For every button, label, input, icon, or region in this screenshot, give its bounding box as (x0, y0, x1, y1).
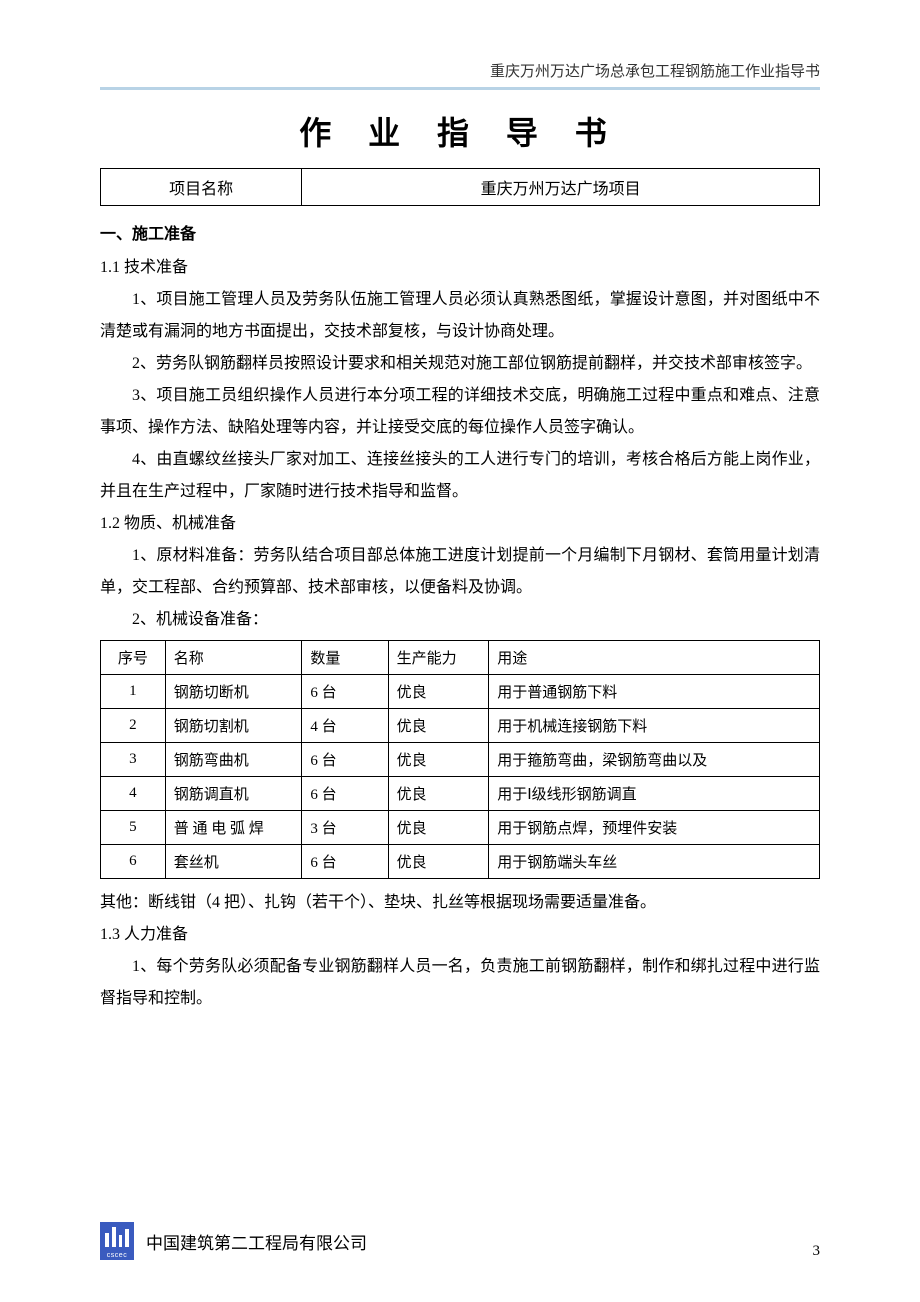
table-row: 序号 名称 数量 生产能力 用途 (101, 641, 820, 675)
table-row: 4 钢筋调直机 6 台 优良 用于Ⅰ级线形钢筋调直 (101, 777, 820, 811)
cell: 优良 (388, 675, 489, 709)
equipment-table: 序号 名称 数量 生产能力 用途 1 钢筋切断机 6 台 优良 用于普通钢筋下料… (100, 640, 820, 879)
col-header: 用途 (489, 641, 820, 675)
table-row: 项目名称 重庆万州万达广场项目 (101, 169, 820, 206)
cell: 6 台 (302, 743, 388, 777)
page-number: 3 (813, 1243, 821, 1260)
cell: 用于普通钢筋下料 (489, 675, 820, 709)
footer-left: cscec 中国建筑第二工程局有限公司 (100, 1222, 367, 1260)
logo-text: cscec (107, 1252, 127, 1259)
paragraph: 其他：断线钳（4 把）、扎钩（若干个）、垫块、扎丝等根据现场需要适量准备。 (100, 887, 820, 919)
cell: 优良 (388, 709, 489, 743)
paragraph: 2、劳务队钢筋翻样员按照设计要求和相关规范对施工部位钢筋提前翻样，并交技术部审核… (100, 348, 820, 380)
table-row: 1 钢筋切断机 6 台 优良 用于普通钢筋下料 (101, 675, 820, 709)
paragraph: 1、原材料准备：劳务队结合项目部总体施工进度计划提前一个月编制下月钢材、套筒用量… (100, 540, 820, 604)
table-row: 6 套丝机 6 台 优良 用于钢筋端头车丝 (101, 845, 820, 879)
col-header: 名称 (165, 641, 302, 675)
cell: 3 台 (302, 811, 388, 845)
header-rule (100, 87, 820, 90)
cell: 6 台 (302, 777, 388, 811)
col-header: 生产能力 (388, 641, 489, 675)
cell: 钢筋切割机 (165, 709, 302, 743)
page: 重庆万州万达广场总承包工程钢筋施工作业指导书 作 业 指 导 书 项目名称 重庆… (0, 0, 920, 1302)
cell: 6 台 (302, 675, 388, 709)
subsection-heading: 1.1 技术准备 (100, 252, 820, 284)
cell: 钢筋切断机 (165, 675, 302, 709)
cell: 用于箍筋弯曲，梁钢筋弯曲以及 (489, 743, 820, 777)
cell: 用于钢筋端头车丝 (489, 845, 820, 879)
document-title: 作 业 指 导 书 (100, 108, 820, 154)
section-heading: 一、施工准备 (100, 220, 820, 244)
cell: 4 (101, 777, 166, 811)
paragraph: 2、机械设备准备： (100, 604, 820, 636)
cell: 6 (101, 845, 166, 879)
cell: 优良 (388, 777, 489, 811)
page-footer: cscec 中国建筑第二工程局有限公司 3 (100, 1222, 820, 1260)
cell: 钢筋弯曲机 (165, 743, 302, 777)
col-header: 序号 (101, 641, 166, 675)
cell: 5 (101, 811, 166, 845)
cell: 1 (101, 675, 166, 709)
paragraph: 1、项目施工管理人员及劳务队伍施工管理人员必须认真熟悉图纸，掌握设计意图，并对图… (100, 284, 820, 348)
running-header: 重庆万州万达广场总承包工程钢筋施工作业指导书 (100, 60, 820, 81)
cell: 普 通 电 弧 焊 (165, 811, 302, 845)
table-row: 5 普 通 电 弧 焊 3 台 优良 用于钢筋点焊，预埋件安装 (101, 811, 820, 845)
cell: 2 (101, 709, 166, 743)
cell: 优良 (388, 845, 489, 879)
col-header: 数量 (302, 641, 388, 675)
cell: 用于钢筋点焊，预埋件安装 (489, 811, 820, 845)
paragraph: 3、项目施工员组织操作人员进行本分项工程的详细技术交底，明确施工过程中重点和难点… (100, 380, 820, 444)
project-value: 重庆万州万达广场项目 (302, 169, 820, 206)
paragraph: 4、由直螺纹丝接头厂家对加工、连接丝接头的工人进行专门的培训，考核合格后方能上岗… (100, 444, 820, 508)
table-row: 3 钢筋弯曲机 6 台 优良 用于箍筋弯曲，梁钢筋弯曲以及 (101, 743, 820, 777)
company-logo-icon: cscec (100, 1222, 134, 1260)
cell: 6 台 (302, 845, 388, 879)
project-label: 项目名称 (101, 169, 302, 206)
footer-company: 中国建筑第二工程局有限公司 (146, 1229, 367, 1254)
table-row: 2 钢筋切割机 4 台 优良 用于机械连接钢筋下料 (101, 709, 820, 743)
subsection-heading: 1.3 人力准备 (100, 919, 820, 951)
project-table: 项目名称 重庆万州万达广场项目 (100, 168, 820, 206)
subsection-heading: 1.2 物质、机械准备 (100, 508, 820, 540)
cell: 用于机械连接钢筋下料 (489, 709, 820, 743)
cell: 优良 (388, 743, 489, 777)
cell: 3 (101, 743, 166, 777)
cell: 套丝机 (165, 845, 302, 879)
cell: 优良 (388, 811, 489, 845)
cell: 用于Ⅰ级线形钢筋调直 (489, 777, 820, 811)
cell: 钢筋调直机 (165, 777, 302, 811)
cell: 4 台 (302, 709, 388, 743)
paragraph: 1、每个劳务队必须配备专业钢筋翻样人员一名，负责施工前钢筋翻样，制作和绑扎过程中… (100, 951, 820, 1015)
